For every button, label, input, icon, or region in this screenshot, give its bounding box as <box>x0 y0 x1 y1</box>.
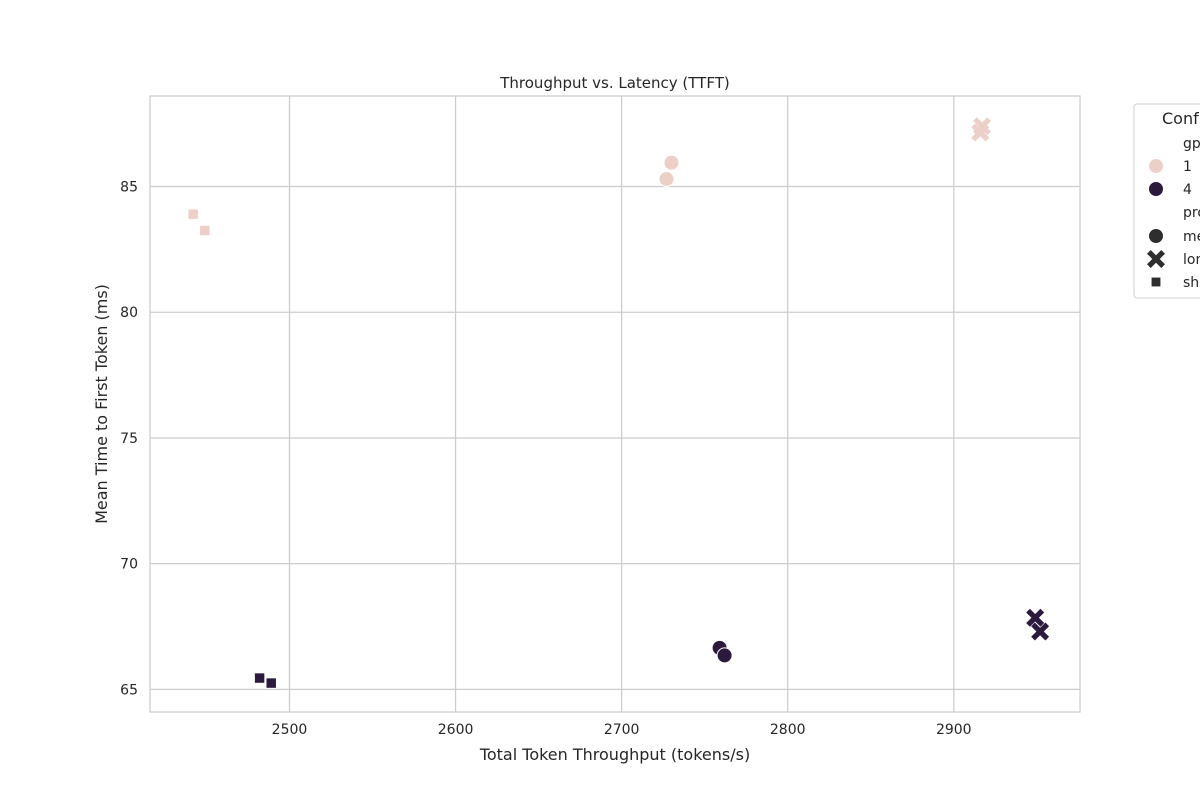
x-tick-label: 2500 <box>272 722 308 738</box>
y-tick-label: 75 <box>120 431 138 447</box>
legend-hue-label: 4 <box>1183 182 1192 198</box>
legend-hue-title: gp <box>1183 136 1200 152</box>
legend-hue-marker <box>1148 158 1164 174</box>
legend-style-marker <box>1150 276 1162 288</box>
legend: Conf gp 14 pro melonsh <box>1133 103 1200 299</box>
data-point-circle <box>716 647 733 664</box>
data-point-circle <box>663 154 680 171</box>
y-axis-label: Mean Time to First Token (ms) <box>92 284 111 524</box>
legend-style-title: pro <box>1183 205 1200 221</box>
data-point-circle <box>658 170 675 187</box>
legend-hue-label: 1 <box>1183 159 1192 175</box>
grid-lines <box>150 96 1080 712</box>
x-tick-label: 2900 <box>936 722 972 738</box>
y-tick-label: 65 <box>120 682 138 698</box>
data-point-x <box>971 123 990 142</box>
legend-style-entries: me lon sh <box>1147 228 1200 291</box>
data-point-square <box>199 224 211 237</box>
y-tick-label: 80 <box>120 305 138 321</box>
legend-style-marker <box>1147 250 1165 268</box>
x-tick-label: 2600 <box>438 722 474 738</box>
data-points <box>187 117 1050 689</box>
legend-style-marker <box>1148 228 1164 244</box>
legend-title: Conf <box>1162 109 1199 128</box>
data-point-x <box>1031 622 1050 641</box>
legend-style-label: lon <box>1183 252 1200 268</box>
plot-area-frame <box>149 95 1081 713</box>
data-point-square <box>253 672 266 684</box>
data-point-square <box>187 208 199 220</box>
legend-style-label: me <box>1183 229 1200 245</box>
legend-hue-entries: 14 <box>1148 158 1192 198</box>
legend-box <box>1133 103 1200 299</box>
legend-style-label: sh <box>1183 275 1199 291</box>
x-tick-label: 2800 <box>770 722 806 738</box>
x-tick-label: 2700 <box>604 722 640 738</box>
chart-title: Throughput vs. Latency (TTFT) <box>499 74 729 92</box>
y-tick-label: 70 <box>120 557 138 573</box>
tick-labels: 2500 2600 2700 2800 2900 65 70 75 80 85 <box>120 180 971 738</box>
data-point-x <box>1026 608 1045 627</box>
data-point-square <box>265 677 277 689</box>
y-tick-label: 85 <box>120 180 138 196</box>
legend-hue-marker <box>1148 181 1164 197</box>
x-axis-label: Total Token Throughput (tokens/s) <box>479 745 750 764</box>
